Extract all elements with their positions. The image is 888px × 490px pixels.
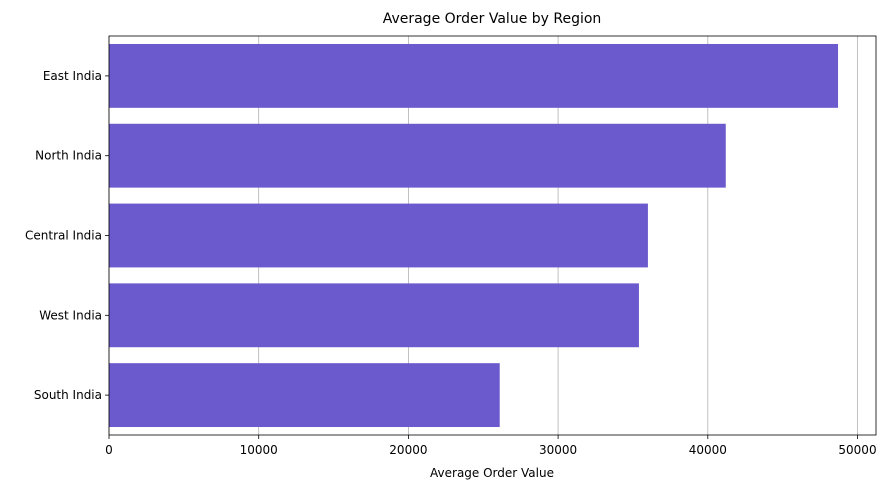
x-tick-label: 0 bbox=[105, 443, 113, 457]
x-tick-label: 20000 bbox=[389, 443, 427, 457]
y-tick-label: Central India bbox=[25, 229, 102, 243]
y-tick-label: South India bbox=[34, 388, 102, 402]
bar-west-india bbox=[109, 283, 639, 348]
y-tick-label: East India bbox=[43, 69, 102, 83]
x-tick-label: 30000 bbox=[539, 443, 577, 457]
bar-east-india bbox=[109, 43, 839, 108]
bar-south-india bbox=[109, 363, 500, 428]
y-tick-label: North India bbox=[35, 149, 102, 163]
chart-title: Average Order Value by Region bbox=[383, 11, 602, 27]
x-tick-label: 10000 bbox=[240, 443, 278, 457]
x-tick-label: 50000 bbox=[838, 443, 876, 457]
x-tick-label: 40000 bbox=[689, 443, 727, 457]
x-axis-label: Average Order Value bbox=[430, 466, 554, 480]
x-axis-ticks: 0 10000 20000 30000 40000 50000 bbox=[105, 435, 877, 457]
bars bbox=[109, 43, 839, 428]
bar-central-india bbox=[109, 203, 648, 268]
bar-north-india bbox=[109, 123, 726, 188]
y-axis-ticks: East India North India Central India West I… bbox=[25, 69, 109, 402]
y-tick-label: West India bbox=[39, 308, 102, 322]
